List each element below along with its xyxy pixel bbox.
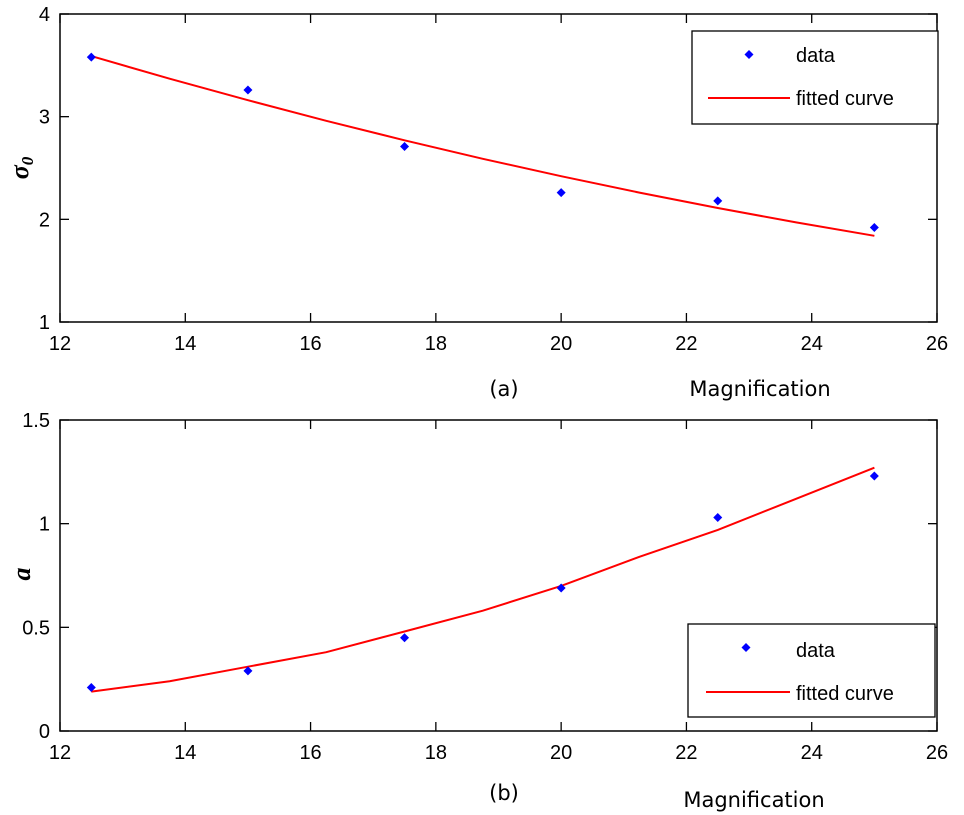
panel-b-y-tick-label-1: 0.5 [22,617,50,639]
panel-b-ticks [59,419,938,732]
panel-a-data-point-2 [400,141,410,151]
panel-b-points [86,471,879,692]
panel-b-x-tick-label-1: 14 [174,742,196,764]
panel-a-y-tick-label-2: 3 [39,107,50,129]
panel-b-x-tick-label-6: 24 [801,742,823,764]
panel-a-y-tick-label-1: 2 [39,209,50,231]
panel-b-y-tick-label-3: 1.5 [22,410,50,432]
panel-a-plot-frame [59,13,938,323]
panel-b-data-point-2 [400,633,410,643]
panel-b-legend-data-label: data [796,640,836,662]
panel-a-lines [91,55,875,237]
panel-a-x-tick-label-6: 24 [801,333,823,355]
panel-a-y-axis-label: σ0 [5,156,37,179]
panel-b-lines [91,466,875,693]
panel-a-data-point-0 [86,52,96,62]
panel-a-x-tick-label-7: 26 [926,333,948,355]
panel-b-x-axis-label: Magnification [683,788,824,812]
panel-a-x-tick-label-4: 20 [550,333,572,355]
panel-b-plot-frame [59,419,938,732]
panel-a-ticks [59,13,938,323]
panel-b-data-point-1 [243,666,253,676]
panel-b-x-tick-label-3: 18 [425,742,447,764]
panel-b-x-tick-label-2: 16 [299,742,321,764]
panel-a-x-axis-label: Magnification [689,377,830,401]
panel-b-x-tick-label-5: 22 [675,742,697,764]
panel-a-y-tick-label-3: 4 [39,4,50,26]
panel-a-data-point-3 [556,188,566,198]
panel-a-x-tick-label-3: 18 [425,333,447,355]
panel-b-y-tick-label-2: 1 [39,514,50,536]
panel-b-legend-fit-label: fitted curve [796,683,894,705]
panel-b-data-point-3 [556,583,566,593]
panel-b-data-point-4 [713,512,723,522]
panel-b-data-point-5 [869,471,879,481]
panel-b-label: (b) [489,781,519,805]
panel-a-label: (a) [489,377,518,401]
panel-a-x-tick-label-0: 12 [49,333,71,355]
panel-b-x-tick-label-7: 26 [926,742,948,764]
panel-a-legend-fit-label: fitted curve [796,88,894,110]
panel-b-x-tick-label-4: 20 [550,742,572,764]
panel-b-y-axis-label: a [7,568,36,581]
panel-b-x-tick-label-0: 12 [49,742,71,764]
panel-a-data-point-5 [869,223,879,233]
panel-b-y-tick-label-0: 0 [39,721,50,743]
chart-panel-b: 12 14 16 18 20 22 24 26 0 0.5 1 1.5 a (b) Magnifica… [7,410,948,812]
panel-b-legend-box [687,623,936,718]
panel-b-series-line-fitted-curve [91,466,875,693]
panel-a-data-point-4 [713,196,723,206]
panel-a-legend-box [691,30,939,125]
panel-a-x-tick-label-5: 22 [675,333,697,355]
panel-a-x-tick-label-1: 14 [174,333,196,355]
panel-a-points [86,52,879,233]
panel-a-y-tick-label-0: 1 [39,312,50,334]
panel-a-legend-data-marker [744,50,754,59]
panel-a-x-tick-label-2: 16 [299,333,321,355]
panel-a-legend-data-label: data [796,45,836,67]
panel-a-series-line-fitted-curve [91,55,875,237]
panel-b-data-point-0 [86,682,96,692]
panel-b-legend-data-marker [741,643,751,652]
panel-a-legend: data fitted curve [691,30,939,125]
panel-b-tick-labels: 12 14 16 18 20 22 24 26 0 0.5 1 1.5 [22,410,948,764]
panel-a-data-point-1 [243,85,253,95]
panel-b-legend: data fitted curve [687,623,936,718]
